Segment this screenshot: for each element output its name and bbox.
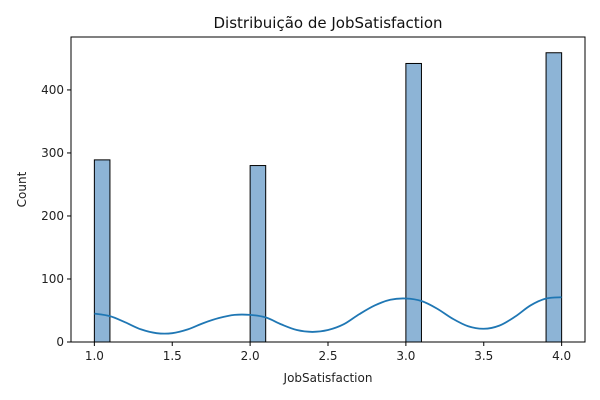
x-tick-label: 3.0 <box>396 349 415 363</box>
y-tick-label: 100 <box>41 272 64 286</box>
x-tick-label: 4.0 <box>552 349 571 363</box>
y-axis-ticks: 0 100 200 300 400 <box>41 83 71 349</box>
chart-title: Distribuição de JobSatisfaction <box>214 14 443 32</box>
x-tick-label: 3.5 <box>474 349 493 363</box>
x-axis-label: JobSatisfaction <box>283 371 373 385</box>
x-tick-label: 2.5 <box>318 349 337 363</box>
kde-line <box>94 296 562 335</box>
x-axis-ticks: 1.0 1.5 2.0 2.5 3.0 3.5 4.0 <box>85 342 571 363</box>
x-tick-label: 2.0 <box>241 349 260 363</box>
y-tick-label: 300 <box>41 146 64 160</box>
y-tick-label: 200 <box>41 209 64 223</box>
y-tick-label: 0 <box>56 335 64 349</box>
y-axis-label: Count <box>15 171 29 207</box>
x-tick-label: 1.5 <box>163 349 182 363</box>
y-tick-label: 400 <box>41 83 64 97</box>
bars-group <box>93 52 563 343</box>
axes-frame <box>70 36 586 343</box>
x-tick-label: 1.0 <box>85 349 104 363</box>
